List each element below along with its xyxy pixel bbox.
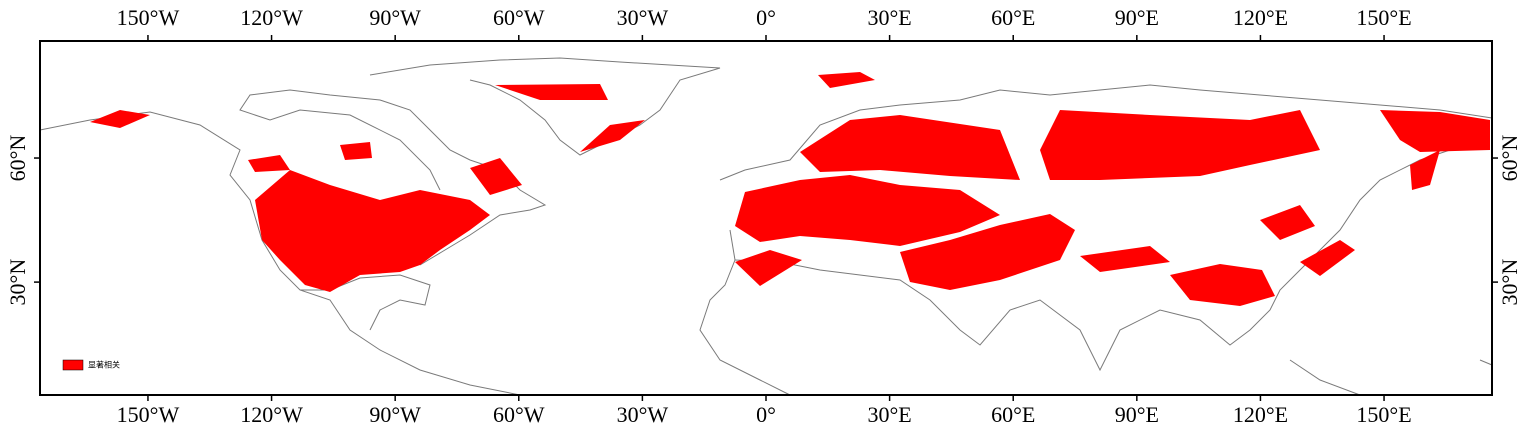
significant-regions	[90, 72, 1490, 306]
coastline	[719, 84, 1493, 181]
x-tick-label: 150°W	[117, 5, 180, 30]
x-tick-label: 30°W	[617, 5, 669, 30]
x-tick-label: 60°E	[991, 402, 1035, 427]
region	[818, 72, 875, 88]
region	[248, 155, 290, 172]
region	[495, 84, 608, 100]
x-tick-label: 120°W	[240, 402, 303, 427]
y-tick-label: 30°N	[1497, 259, 1522, 306]
x-tick-label: 0°	[756, 402, 776, 427]
x-tick-label: 60°W	[493, 5, 545, 30]
coastline	[699, 229, 791, 396]
region	[1380, 110, 1490, 152]
x-tick-label: 120°W	[240, 5, 303, 30]
x-tick-label: 0°	[756, 5, 776, 30]
x-tick-label: 30°W	[617, 402, 669, 427]
region	[735, 175, 1000, 246]
x-tick-label: 90°E	[1115, 402, 1159, 427]
coastline	[369, 57, 721, 156]
region	[1080, 246, 1170, 272]
y-tick-label: 30°N	[5, 259, 30, 306]
region	[1260, 205, 1315, 240]
region	[735, 250, 802, 286]
region	[800, 115, 1020, 180]
coastline	[1289, 359, 1493, 396]
x-tick-label: 30°E	[867, 402, 911, 427]
region	[255, 170, 490, 292]
legend-swatch	[62, 359, 84, 371]
region	[340, 142, 372, 160]
region	[1040, 110, 1320, 180]
region	[470, 158, 522, 195]
legend-label: 显著相关	[88, 359, 120, 369]
x-tick-label: 150°E	[1356, 5, 1411, 30]
y-tick-label: 60°N	[5, 135, 30, 182]
x-tick-label: 90°E	[1115, 5, 1159, 30]
coastlines	[39, 57, 1493, 396]
region	[580, 120, 645, 152]
region	[90, 110, 150, 128]
coastline	[239, 89, 547, 266]
x-tick-label: 120°E	[1233, 402, 1288, 427]
y-tick-label: 60°N	[1497, 135, 1522, 182]
region	[1170, 264, 1275, 306]
coastline	[39, 111, 521, 396]
x-tick-label: 60°W	[493, 402, 545, 427]
x-tick-label: 150°W	[117, 402, 180, 427]
x-tick-label: 90°W	[369, 5, 421, 30]
region	[900, 214, 1075, 290]
x-tick-label: 120°E	[1233, 5, 1288, 30]
x-tick-label: 60°E	[991, 5, 1035, 30]
coastline	[734, 139, 1481, 372]
x-tick-label: 150°E	[1356, 402, 1411, 427]
x-tick-label: 90°W	[369, 402, 421, 427]
region	[1410, 150, 1440, 190]
x-tick-label: 30°E	[867, 5, 911, 30]
legend: 显著相关	[62, 359, 120, 371]
region	[1300, 240, 1355, 276]
